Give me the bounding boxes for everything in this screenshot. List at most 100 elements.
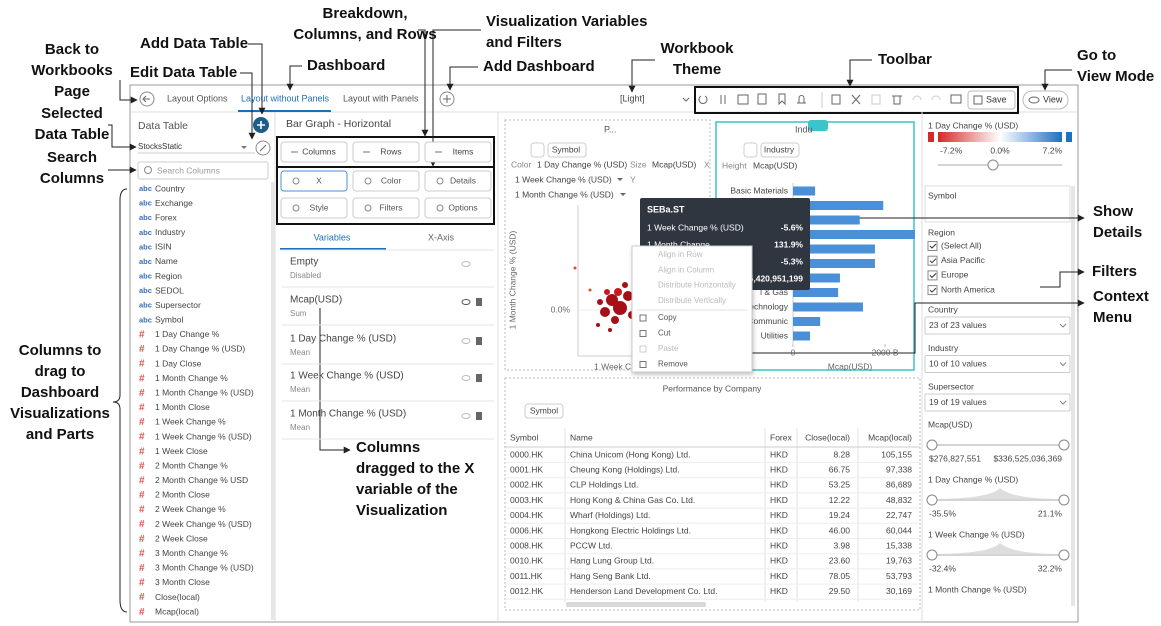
column-item[interactable]: Forex: [155, 212, 177, 222]
breakdown-arrow[interactable]: [743, 142, 758, 158]
option-button[interactable]: [280, 170, 348, 192]
cut-icon[interactable]: [851, 94, 861, 105]
editor-tab[interactable]: X-Axis: [428, 232, 455, 242]
duplicate-icon[interactable]: [831, 94, 841, 105]
column-item[interactable]: 1 Day Close: [155, 358, 202, 368]
data-table-name[interactable]: StocksStatic: [138, 142, 182, 151]
variable-name[interactable]: 1 Week Change % (USD): [290, 371, 404, 382]
column-item[interactable]: ISIN: [155, 242, 172, 252]
column-item[interactable]: Industry: [155, 227, 186, 237]
checkbox[interactable]: [927, 255, 938, 266]
bar[interactable]: [793, 331, 811, 341]
breakdown-button[interactable]: [352, 141, 420, 163]
column-item[interactable]: 2 Week Change %: [155, 504, 226, 514]
symbol-filter[interactable]: [924, 185, 1071, 223]
calendar-icon[interactable]: [737, 94, 749, 105]
column-item[interactable]: 2 Month Change % USD: [155, 475, 248, 485]
view-button[interactable]: [1022, 90, 1069, 110]
scrollbar[interactable]: [1071, 186, 1075, 606]
column-item[interactable]: 3 Month Change % (USD): [155, 563, 254, 573]
option-button[interactable]: [280, 197, 348, 219]
bar[interactable]: [793, 302, 863, 312]
column-item[interactable]: 1 Day Change %: [155, 329, 220, 339]
range-knob[interactable]: [926, 494, 938, 506]
pdf-icon[interactable]: [757, 93, 767, 105]
filter-select[interactable]: [924, 316, 1071, 335]
column-item[interactable]: Symbol: [155, 315, 183, 325]
variable-value[interactable]: 1 Week Change % (USD): [515, 174, 612, 184]
range-knob[interactable]: [926, 439, 938, 451]
paste-icon[interactable]: [871, 94, 881, 105]
filter-select[interactable]: [924, 355, 1071, 373]
column-item[interactable]: 1 Month Change % (USD): [155, 388, 254, 398]
dashboard-tab[interactable]: Layout without Panels: [241, 93, 330, 103]
column-item[interactable]: 1 Week Change %: [155, 417, 226, 427]
breakdown-arrow[interactable]: [530, 142, 545, 158]
bar[interactable]: [793, 244, 875, 254]
variable-name[interactable]: 1 Day Change % (USD): [290, 334, 396, 345]
horizontal-scrollbar[interactable]: [566, 602, 706, 607]
checkbox[interactable]: [927, 285, 938, 296]
breakdown-chip[interactable]: [760, 142, 800, 158]
variable-name[interactable]: 1 Month Change % (USD): [290, 409, 406, 420]
visibility-icon[interactable]: [461, 375, 471, 381]
dashboard-tab[interactable]: Layout with Panels: [343, 93, 419, 103]
column-item[interactable]: 2 Week Change % (USD): [155, 519, 252, 529]
column-item[interactable]: 2 Month Close: [155, 490, 210, 500]
column-item[interactable]: 1 Month Change %: [155, 373, 228, 383]
undo-icon[interactable]: [912, 95, 922, 101]
checkbox[interactable]: [927, 270, 938, 281]
column-item[interactable]: Close(local): [155, 592, 200, 602]
column-item[interactable]: 1 Week Change % (USD): [155, 431, 252, 441]
menu-item[interactable]: Remove: [658, 360, 688, 369]
range-knob[interactable]: [1058, 549, 1070, 561]
column-item[interactable]: SEDOL: [155, 285, 184, 295]
range-knob[interactable]: [1058, 439, 1070, 451]
variable-name[interactable]: Empty: [290, 257, 318, 268]
redo-icon[interactable]: [931, 95, 941, 101]
checkbox[interactable]: [927, 241, 938, 251]
alert-icon[interactable]: [797, 95, 806, 104]
scrollbar[interactable]: [271, 182, 275, 620]
breakdown-chip[interactable]: [524, 403, 564, 419]
column-item[interactable]: Supersector: [155, 300, 201, 310]
delete-icon[interactable]: [476, 298, 482, 306]
theme-select[interactable]: [Light]: [620, 93, 645, 103]
column-item[interactable]: 3 Month Change %: [155, 548, 228, 558]
refresh-icon[interactable]: [698, 95, 708, 104]
theme-dropdown[interactable]: [682, 97, 690, 102]
column-item[interactable]: 2 Week Close: [155, 533, 208, 543]
delete-icon[interactable]: [476, 337, 482, 345]
variable-value[interactable]: Mcap(USD): [753, 160, 798, 170]
drag-handle[interactable]: [808, 120, 828, 131]
variable-name[interactable]: Mcap(USD): [290, 295, 342, 306]
column-item[interactable]: Mcap(local): [155, 606, 199, 616]
column-item[interactable]: 1 Month Close: [155, 402, 210, 412]
delete-icon[interactable]: [476, 412, 482, 420]
column-item[interactable]: 2 Month Change %: [155, 460, 228, 470]
bar[interactable]: [793, 215, 860, 225]
table-panel[interactable]: [504, 377, 921, 611]
breakdown-button[interactable]: [280, 141, 348, 163]
range-knob[interactable]: [1058, 494, 1070, 506]
column-item[interactable]: Name: [155, 256, 178, 266]
column-item[interactable]: Country: [155, 183, 186, 193]
column-item[interactable]: 1 Day Change % (USD): [155, 344, 245, 354]
slider-knob[interactable]: [987, 159, 999, 171]
dashboard-tab[interactable]: Layout Options: [167, 93, 228, 103]
visibility-icon[interactable]: [461, 261, 471, 267]
bar[interactable]: [793, 317, 821, 326]
column-item[interactable]: Exchange: [155, 198, 193, 208]
pause-icon[interactable]: [720, 95, 726, 104]
variable-value[interactable]: 1 Month Change % (USD): [515, 189, 614, 199]
filter-select[interactable]: [924, 393, 1071, 412]
column-item[interactable]: 3 Month Close: [155, 577, 210, 587]
menu-item[interactable]: Copy: [658, 313, 677, 322]
visibility-icon[interactable]: [461, 338, 471, 344]
range-knob[interactable]: [926, 549, 938, 561]
search-box[interactable]: [137, 161, 269, 180]
bar[interactable]: [793, 288, 839, 297]
column-item[interactable]: 1 Week Close: [155, 446, 208, 456]
editor-tab[interactable]: Variables: [314, 232, 351, 242]
bar[interactable]: [793, 201, 884, 210]
